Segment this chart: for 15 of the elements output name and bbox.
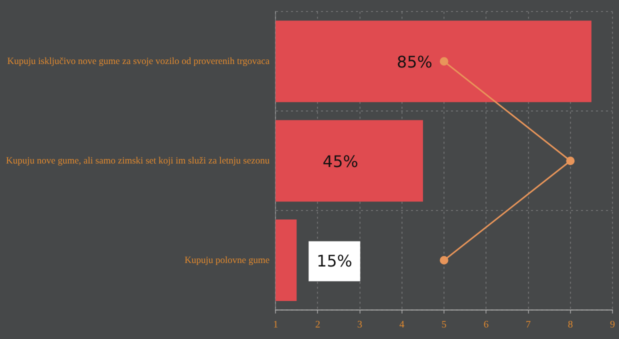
annotation: 15% (316, 251, 352, 270)
x-tick-label: 1 (273, 320, 278, 331)
x-tick-label: 4 (399, 320, 404, 331)
x-tick-label: 7 (526, 320, 531, 331)
y-tick-label: Kupuju isključivo nove gume za svoje vozilo od proverenih trgovaca (7, 56, 270, 67)
y-tick-label: Kupuju nove gume, ali samo zimski set koji im služi za letnju sezonu (6, 156, 270, 166)
x-tick-label: 2 (315, 320, 320, 331)
x-tick-label: 5 (442, 320, 447, 331)
x-tick-label: 3 (357, 320, 362, 331)
x-tick-label: 6 (484, 320, 489, 331)
x-tick-label: 8 (568, 320, 573, 331)
annotation: 85% (396, 52, 432, 72)
y-tick-label: Kupuju polovne gume (184, 256, 270, 266)
annotation: 45% (322, 152, 358, 172)
x-tick-label: 9 (610, 320, 615, 331)
